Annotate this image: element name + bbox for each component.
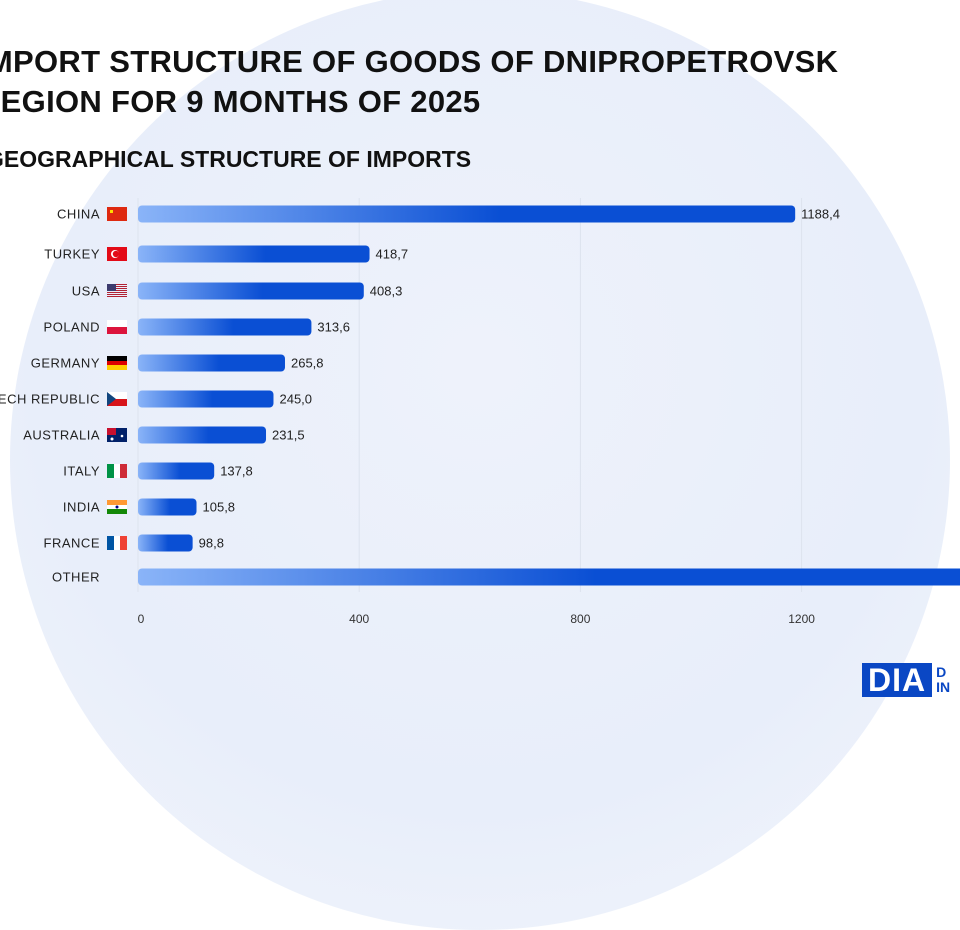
logo-mark: DIA xyxy=(862,663,933,697)
bar-germany xyxy=(138,354,285,372)
flag-part xyxy=(107,536,114,550)
logo-text-2: IN xyxy=(936,679,951,695)
flag-part xyxy=(107,288,127,289)
flag-part xyxy=(107,428,116,435)
flag-part xyxy=(107,392,116,406)
value-label: 313,6 xyxy=(317,320,350,335)
flag-part xyxy=(115,505,119,509)
flag-part xyxy=(107,509,127,514)
category-label: ITALY xyxy=(63,464,100,479)
value-label: 1188,4 xyxy=(801,207,840,222)
category-label: AUSTRALIA xyxy=(23,428,100,443)
flag-part xyxy=(107,361,127,365)
flag-part xyxy=(107,292,127,293)
bar-turkey xyxy=(138,245,370,263)
logo-text-1: D xyxy=(936,664,947,680)
bar-china xyxy=(138,205,796,223)
bar-india xyxy=(138,498,197,516)
title-line-2: REGION FOR 9 MONTHS OF 2025 xyxy=(0,84,481,119)
bar-australia xyxy=(138,426,267,444)
bar-italy xyxy=(138,462,215,480)
flag-part xyxy=(107,392,127,399)
category-label: TURKEY xyxy=(44,247,100,262)
x-tick-label: 0 xyxy=(138,612,145,626)
value-label: 418,7 xyxy=(376,247,409,262)
flag-part xyxy=(107,500,127,505)
x-tick-label: 800 xyxy=(570,612,590,626)
flag-part xyxy=(107,365,127,370)
chart-subtitle: GEOGRAPHICAL STRUCTURE OF IMPORTS xyxy=(0,146,472,172)
bar-other xyxy=(138,568,960,586)
category-label: FRANCE xyxy=(44,536,100,551)
value-label: 105,8 xyxy=(203,500,236,515)
flag-part xyxy=(114,536,120,550)
flag-part xyxy=(114,464,120,478)
flag-part xyxy=(107,286,127,287)
category-label: USA xyxy=(72,284,100,299)
flag-part xyxy=(110,437,114,441)
category-label: POLAND xyxy=(44,320,100,335)
x-tick-label: 400 xyxy=(349,612,369,626)
flag-part xyxy=(120,464,127,478)
x-tick-label: 1200 xyxy=(788,612,815,626)
bar-czech-republic xyxy=(138,390,274,408)
value-label: 231,5 xyxy=(272,428,305,443)
bar-usa xyxy=(138,282,364,300)
flag-part xyxy=(107,320,127,327)
flag-part xyxy=(120,536,127,550)
value-label: 137,8 xyxy=(220,464,253,479)
dia-logo: DIA D IN xyxy=(862,660,950,700)
category-label: CZECH REPUBLIC xyxy=(0,392,100,407)
value-label: 245,0 xyxy=(279,392,312,407)
category-label: OTHER xyxy=(52,570,100,585)
flag-part xyxy=(107,284,127,285)
value-label: 265,8 xyxy=(291,356,324,371)
flag-part xyxy=(107,290,127,291)
flag-part xyxy=(107,464,114,478)
flag-part xyxy=(107,294,127,295)
category-label: GERMANY xyxy=(31,356,100,371)
bar-poland xyxy=(138,318,312,336)
bar-chart: 0 400 800 1200 CHINA 1188,4 TURKEY 418,7 USA 408,… xyxy=(0,198,960,626)
page-title: IMPORT STRUCTURE OF GOODS OF DNIPROPETRO… xyxy=(0,42,838,122)
flag-part xyxy=(107,284,116,291)
category-label: INDIA xyxy=(63,500,100,515)
flag-part xyxy=(107,399,127,406)
title-line-1: IMPORT STRUCTURE OF GOODS OF DNIPROPETRO… xyxy=(0,44,839,79)
category-label: CHINA xyxy=(57,207,100,222)
flag-part xyxy=(107,296,127,297)
flag-part xyxy=(120,434,124,438)
flag-part xyxy=(107,356,127,361)
bar-france xyxy=(138,534,193,552)
flag-part xyxy=(110,210,113,213)
flag-part xyxy=(107,327,127,334)
flag-part xyxy=(112,250,120,258)
value-label: 98,8 xyxy=(199,536,224,551)
value-label: 408,3 xyxy=(370,284,403,299)
flag-part xyxy=(107,207,127,221)
